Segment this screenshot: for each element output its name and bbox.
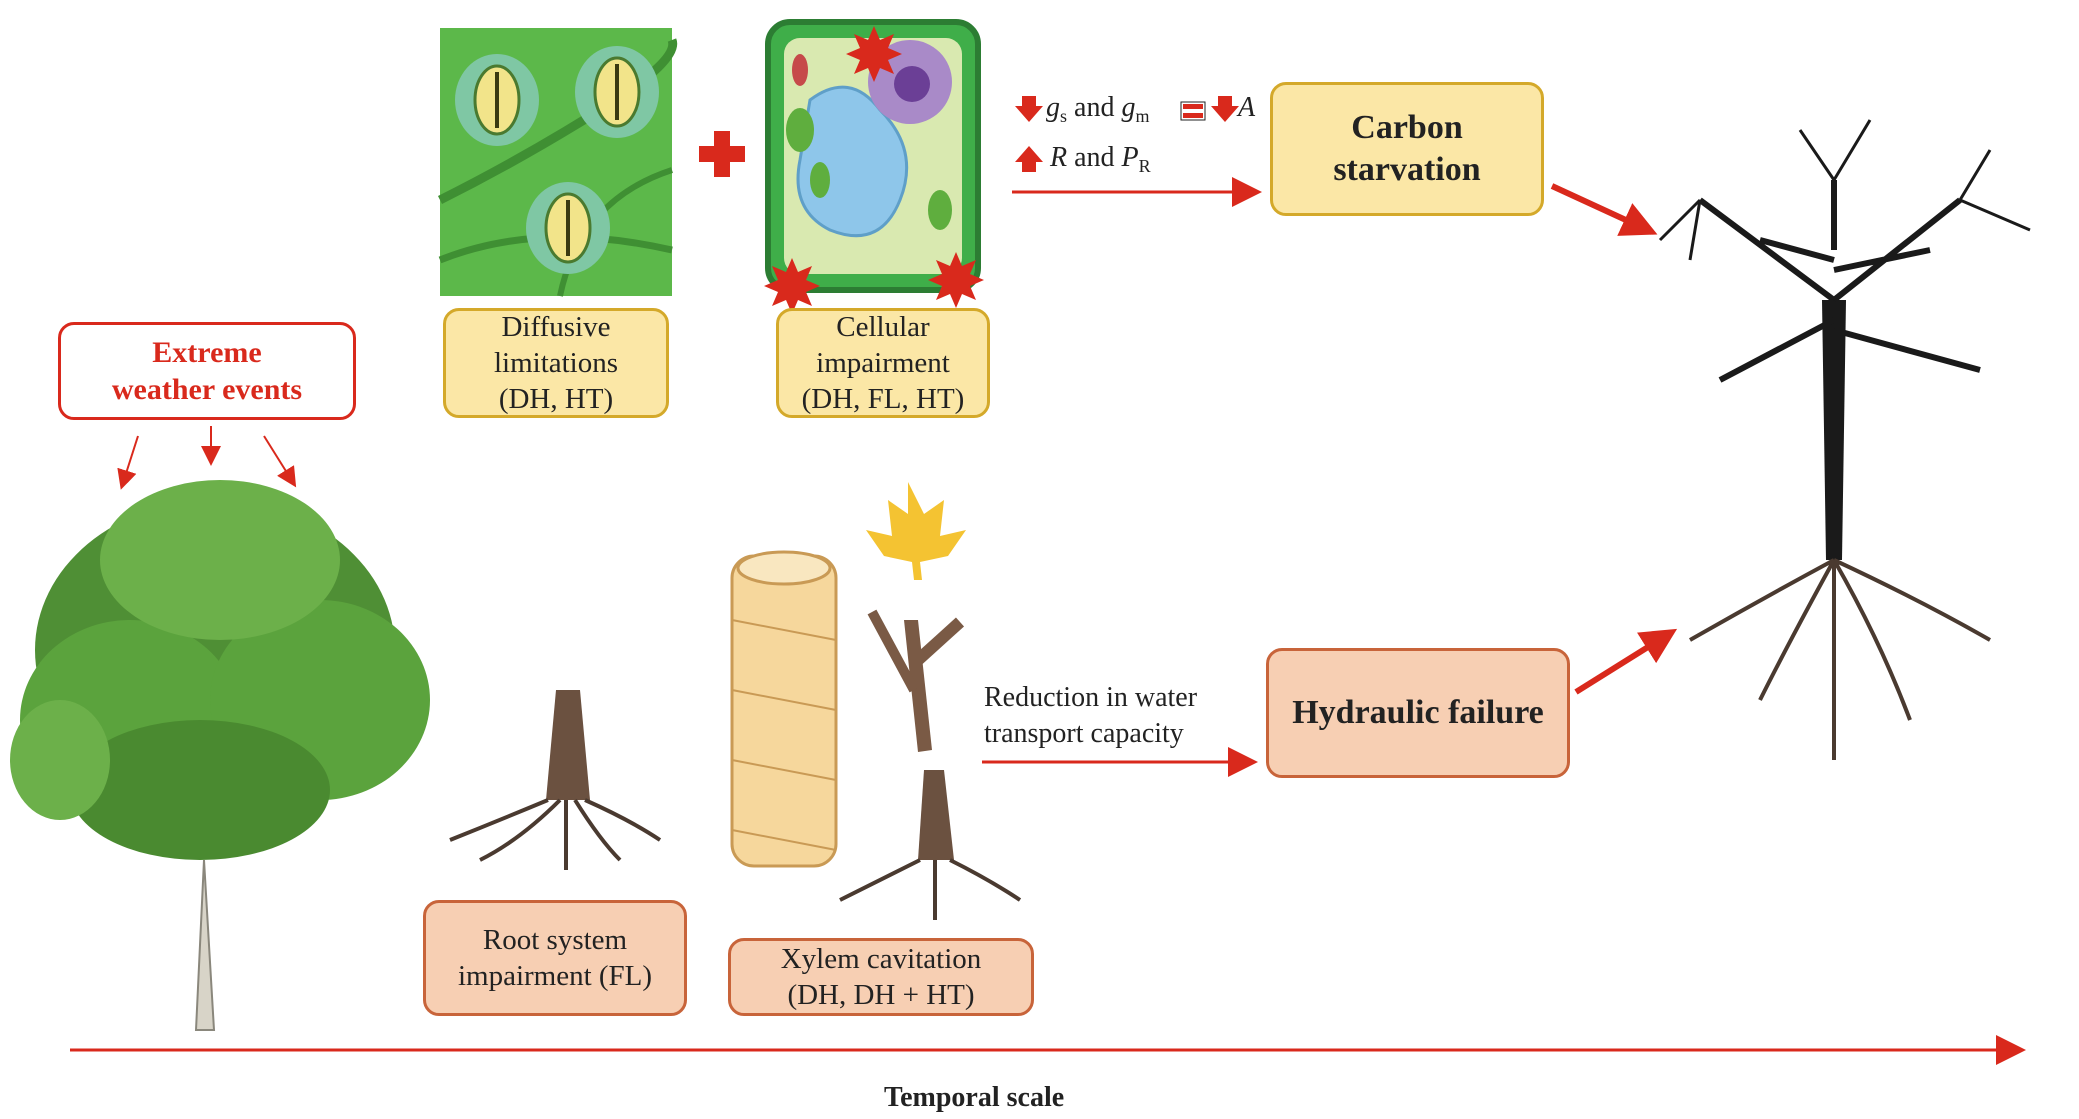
diffusive-line1: Diffusive (501, 310, 611, 343)
root-line1: Root system (482, 923, 628, 956)
carbon-to-dead-tree-arrow (1550, 183, 1658, 236)
equals-icon (1180, 101, 1206, 121)
extreme-line2: weather events (111, 373, 303, 406)
xylem-line2: (DH, DH + HT) (787, 979, 975, 1011)
root-stump-illustration (449, 690, 662, 870)
xylem-cavitation-box: Xylem cavitation (DH, DH + HT) (728, 938, 1034, 1016)
gs-subscript: s (1060, 106, 1068, 126)
carbon-starvation-box: Carbon starvation (1270, 82, 1544, 216)
hydraulic-label: Hydraulic failure (1292, 693, 1544, 731)
gs-symbol: g (1046, 92, 1060, 123)
r-symbol: R (1050, 142, 1068, 173)
water-transport-label: Reduction in water transport capacity (984, 680, 1197, 753)
small-stump-illustration (839, 770, 1022, 920)
cellular-line1: Cellular (836, 310, 930, 343)
arrow-down-icon (1211, 96, 1239, 122)
dead-tree-illustration (1658, 119, 2031, 760)
carbon-line2: starvation (1333, 151, 1481, 188)
root-impairment-box: Root system impairment (FL) (423, 900, 687, 1016)
gm-symbol: g (1121, 92, 1136, 123)
carbon-line1: Carbon (1351, 108, 1463, 146)
diffusive-limitations-box: Diffusive limitations (DH, HT) (443, 308, 669, 418)
arrow-down-icon (1015, 96, 1043, 122)
gm-subscript: m (1135, 106, 1150, 126)
maple-leaf-icon (866, 482, 966, 580)
extreme-line1: Extreme (152, 335, 262, 369)
extreme-weather-box: Extreme weather events (58, 322, 356, 420)
water-transport-line2: transport capacity (984, 718, 1184, 750)
and-text-1: and (1067, 92, 1122, 123)
weather-arrow-left (117, 435, 139, 490)
diffusive-line3: (DH, HT) (498, 383, 614, 416)
pr-symbol: P (1121, 142, 1139, 173)
xylem-line1: Xylem cavitation (780, 942, 982, 975)
root-line2: impairment (FL) (457, 960, 653, 992)
arrow-up-icon (1015, 146, 1043, 172)
hydraulic-failure-box: Hydraulic failure (1266, 648, 1570, 778)
temporal-scale-label: Temporal scale (884, 1082, 1065, 1113)
gs-gm-equation: gs and gm (1046, 92, 1149, 127)
and-text-2: and (1067, 142, 1122, 173)
cellular-impairment-box: Cellular impairment (DH, FL, HT) (776, 308, 990, 418)
a-symbol: A (1238, 92, 1256, 123)
stoma-3 (526, 182, 610, 274)
cellular-line2: impairment (816, 346, 950, 379)
xylem-vessel-illustration (730, 550, 838, 868)
broken-branch-illustration (867, 609, 965, 752)
hydraulic-to-dead-tree-arrow (1574, 628, 1678, 695)
stoma-2 (575, 46, 659, 138)
plant-cell-illustration (764, 19, 984, 314)
diffusive-line2: limitations (493, 346, 619, 379)
pr-subscript: R (1138, 156, 1151, 176)
a-symbol-wrap: A (1238, 92, 1255, 124)
plus-icon (699, 131, 745, 177)
cellular-line3: (DH, FL, HT) (801, 383, 965, 416)
stoma-1 (455, 54, 539, 146)
weather-arrow-right (263, 435, 297, 488)
leaf-stomata-illustration (437, 28, 678, 297)
r-pr-equation: R and PR (1050, 142, 1151, 177)
healthy-tree-illustration (10, 480, 430, 1031)
water-transport-line1: Reduction in water (984, 682, 1198, 713)
